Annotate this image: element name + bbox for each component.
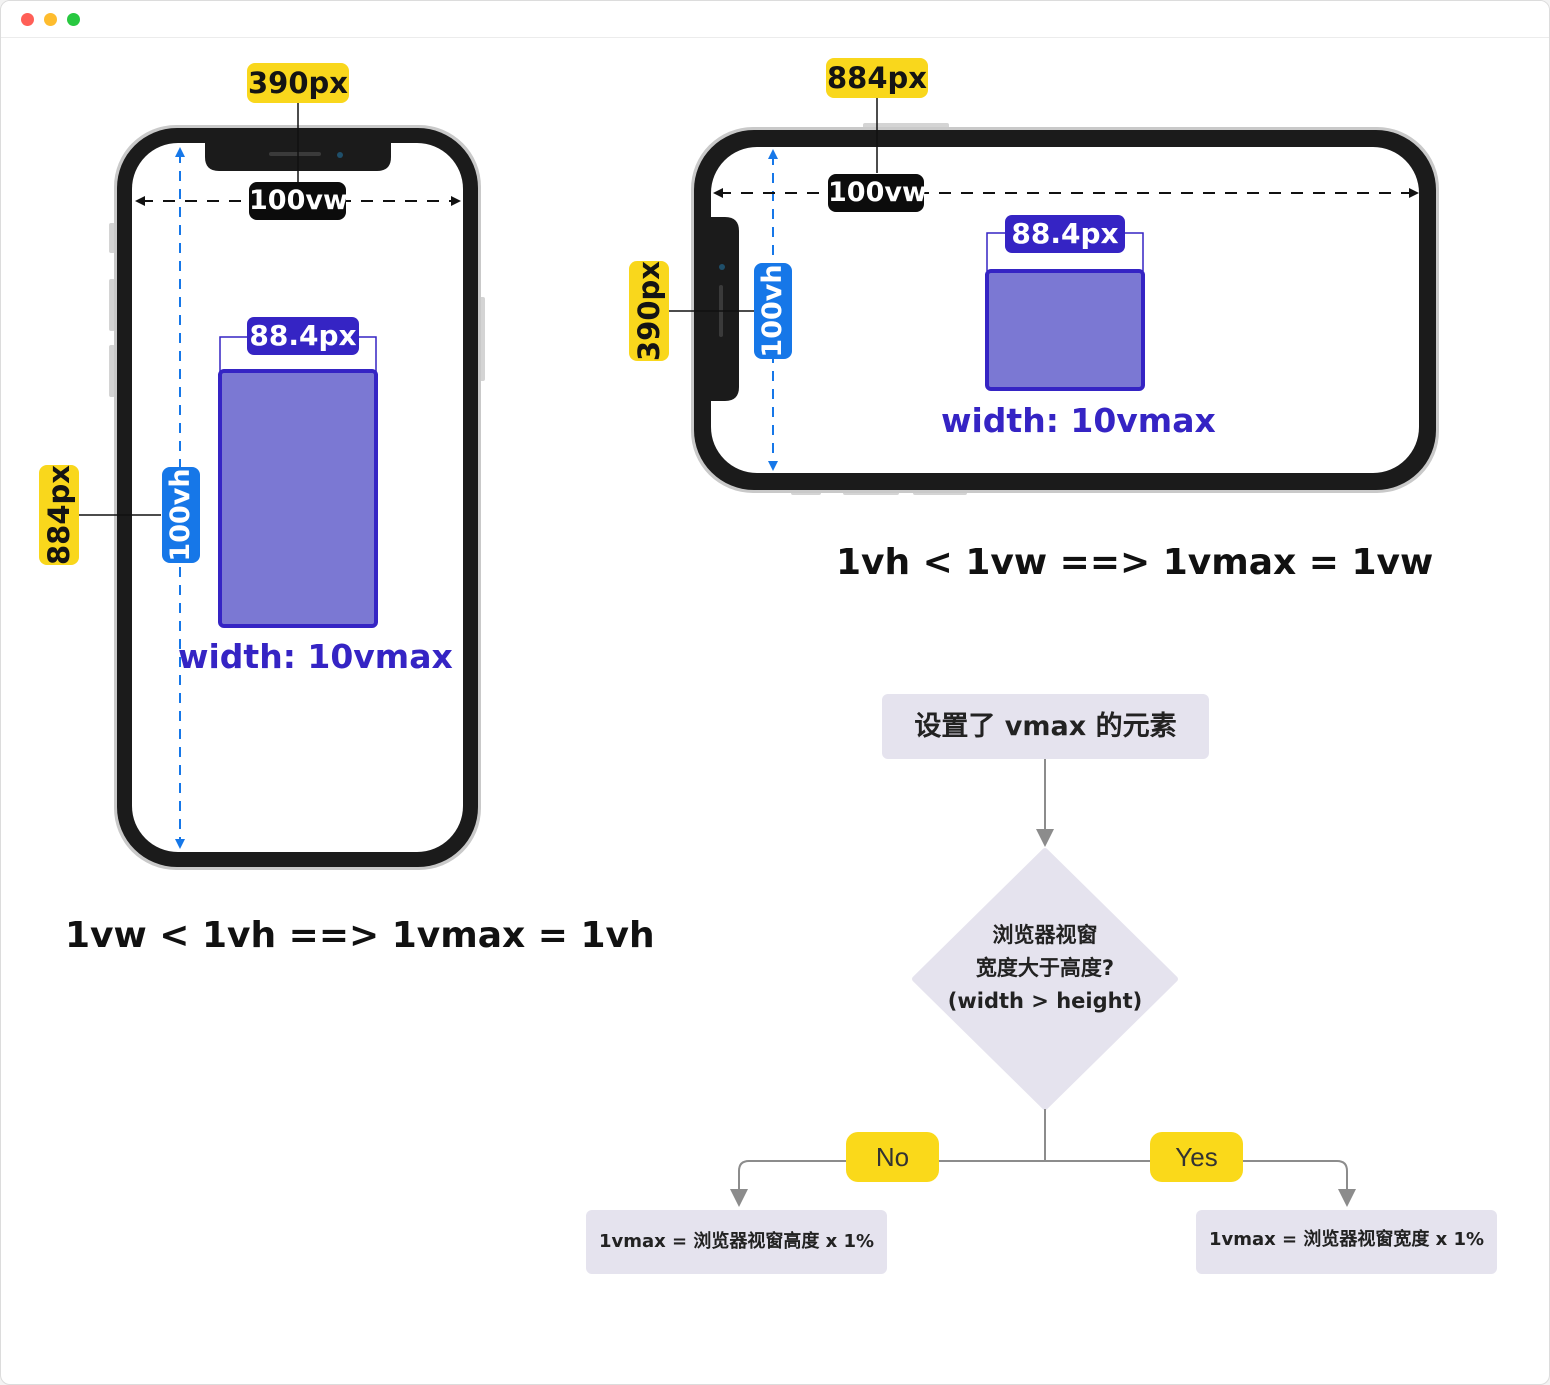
decision-line-3: (width > height) bbox=[947, 989, 1143, 1013]
landscape-width-px-tag: 884px bbox=[826, 58, 928, 98]
portrait-box-label: width: 10vmax bbox=[178, 637, 453, 676]
portrait-width-vw-tag: 100vw bbox=[249, 182, 348, 220]
portrait-width-px-tag: 390px bbox=[247, 63, 349, 103]
landscape-box-label: width: 10vmax bbox=[941, 401, 1216, 440]
portrait-formula: 1vw < 1vh ==> 1vmax = 1vh bbox=[65, 915, 655, 956]
landscape-box-px-tag: 88.4px bbox=[1005, 215, 1125, 253]
portrait-height-px-tag: 884px bbox=[39, 465, 79, 565]
flow-no-label: No bbox=[846, 1132, 939, 1182]
zoom-dot-icon[interactable] bbox=[67, 13, 80, 26]
decision-line-1: 浏览器视窗 bbox=[992, 923, 1098, 947]
landscape-width-vw-tag: 100vw bbox=[828, 174, 927, 212]
flowchart-connectors bbox=[730, 759, 1356, 1207]
portrait-box-px-tag: 88.4px bbox=[247, 317, 359, 355]
flow-yes-result-node: 1vmax = 浏览器视窗宽度 x 1% bbox=[1196, 1210, 1497, 1274]
decision-line-2: 宽度大于高度? bbox=[975, 956, 1115, 980]
flow-start-node: 设置了 vmax 的元素 bbox=[882, 694, 1209, 759]
flow-decision-text: 浏览器视窗 宽度大于高度? (width > height) bbox=[925, 919, 1165, 1018]
landscape-formula: 1vh < 1vw ==> 1vmax = 1vw bbox=[836, 542, 1434, 583]
landscape-height-vh-tag: 100vh bbox=[754, 263, 792, 359]
close-dot-icon[interactable] bbox=[21, 13, 34, 26]
portrait-phone bbox=[77, 101, 485, 870]
flow-yes-label: Yes bbox=[1150, 1132, 1243, 1182]
flow-no-result-node: 1vmax = 浏览器视窗高度 x 1% bbox=[586, 1210, 887, 1274]
minimize-dot-icon[interactable] bbox=[44, 13, 57, 26]
landscape-phone bbox=[667, 97, 1439, 495]
title-bar bbox=[1, 1, 1549, 38]
landscape-height-px-tag: 390px bbox=[629, 261, 669, 361]
portrait-height-vh-tag: 100vh bbox=[162, 467, 200, 563]
